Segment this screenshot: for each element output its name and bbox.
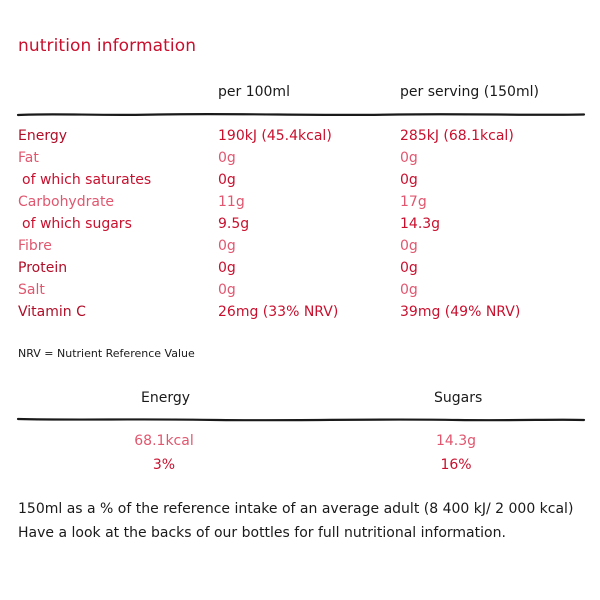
- table-row: Protein 0g 0g: [0, 257, 600, 279]
- column-header-per-serving: per serving (150ml): [400, 84, 539, 100]
- reference-intake-energy-value: 68.1kcal: [134, 433, 194, 449]
- table-row: Carbohydrate 11g 17g: [0, 191, 600, 213]
- row-label: Fibre: [18, 238, 52, 254]
- table-row: Energy 190kJ (45.4kcal) 285kJ (68.1kcal): [0, 125, 600, 147]
- row-value-per-serving: 0g: [400, 260, 418, 276]
- row-value-per-serving: 0g: [400, 238, 418, 254]
- row-value-per-serving: 39mg (49% NRV): [400, 304, 521, 320]
- row-value-per-serving: 17g: [400, 194, 427, 210]
- table-row: of which sugars 9.5g 14.3g: [0, 213, 600, 235]
- row-value-per-serving: 285kJ (68.1kcal): [400, 128, 514, 144]
- row-value-per-serving: 0g: [400, 150, 418, 166]
- row-label: Carbohydrate: [18, 194, 115, 210]
- row-label: Vitamin C: [18, 304, 86, 320]
- row-label: Fat: [18, 150, 39, 166]
- row-label: Protein: [18, 260, 68, 276]
- header-divider: [16, 112, 586, 117]
- reference-intake-divider: [16, 417, 586, 422]
- row-label: of which saturates: [22, 172, 152, 188]
- table-row: of which saturates 0g 0g: [0, 169, 600, 191]
- nrv-note: NRV = Nutrient Reference Value: [18, 347, 195, 360]
- bottle-info-note: Have a look at the backs of our bottles …: [18, 525, 506, 541]
- nutrition-table: Energy 190kJ (45.4kcal) 285kJ (68.1kcal)…: [0, 125, 600, 323]
- table-row: Fat 0g 0g: [0, 147, 600, 169]
- reference-intake-sugars-label: Sugars: [434, 390, 483, 406]
- row-value-per-serving: 0g: [400, 172, 418, 188]
- row-value-per-100ml: 0g: [218, 150, 236, 166]
- table-row: Fibre 0g 0g: [0, 235, 600, 257]
- table-row: Vitamin C 26mg (33% NRV) 39mg (49% NRV): [0, 301, 600, 323]
- reference-intake-energy-label: Energy: [141, 390, 191, 406]
- page-title: nutrition information: [18, 36, 197, 56]
- row-value-per-100ml: 11g: [218, 194, 245, 210]
- row-label: of which sugars: [22, 216, 132, 232]
- reference-intake-sugars-value: 14.3g: [435, 433, 477, 449]
- row-value-per-serving: 0g: [400, 282, 418, 298]
- row-value-per-100ml: 0g: [218, 172, 236, 188]
- row-label: Salt: [18, 282, 45, 298]
- reference-intake-sugars-percent: 16%: [440, 457, 472, 473]
- row-value-per-100ml: 26mg (33% NRV): [218, 304, 339, 320]
- row-label: Energy: [18, 128, 68, 144]
- row-value-per-100ml: 0g: [218, 238, 236, 254]
- row-value-per-serving: 14.3g: [400, 216, 441, 232]
- reference-intake-energy-percent: 3%: [152, 457, 176, 473]
- table-row: Salt 0g 0g: [0, 279, 600, 301]
- reference-intake-explanation: 150ml as a % of the reference intake of …: [18, 501, 574, 517]
- column-header-per-100ml: per 100ml: [218, 84, 290, 100]
- row-value-per-100ml: 0g: [218, 282, 236, 298]
- row-value-per-100ml: 0g: [218, 260, 236, 276]
- row-value-per-100ml: 190kJ (45.4kcal): [218, 128, 332, 144]
- row-value-per-100ml: 9.5g: [218, 216, 250, 232]
